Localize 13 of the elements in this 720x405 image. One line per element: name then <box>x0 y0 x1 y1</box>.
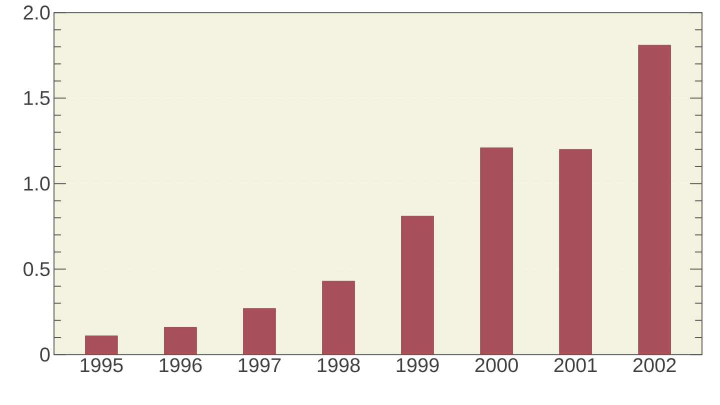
y-tick-label: 0.5 <box>24 262 50 276</box>
x-tick-label: 1999 <box>396 358 439 372</box>
x-tick-label: 1997 <box>238 358 281 372</box>
y-tick-label: 0 <box>40 348 50 362</box>
x-tick-label: 1996 <box>160 358 202 372</box>
x-tick-label: 2001 <box>554 358 597 372</box>
x-tick-label: 1998 <box>318 358 360 372</box>
y-tick-label: 2.0 <box>24 6 50 20</box>
y-tick-label: 1.0 <box>24 176 50 191</box>
x-tick-label: 1995 <box>80 358 123 372</box>
x-tick-label: 2002 <box>633 358 676 372</box>
x-tick-label: 2000 <box>475 358 518 372</box>
y-tick-label: 1.5 <box>24 91 50 106</box>
